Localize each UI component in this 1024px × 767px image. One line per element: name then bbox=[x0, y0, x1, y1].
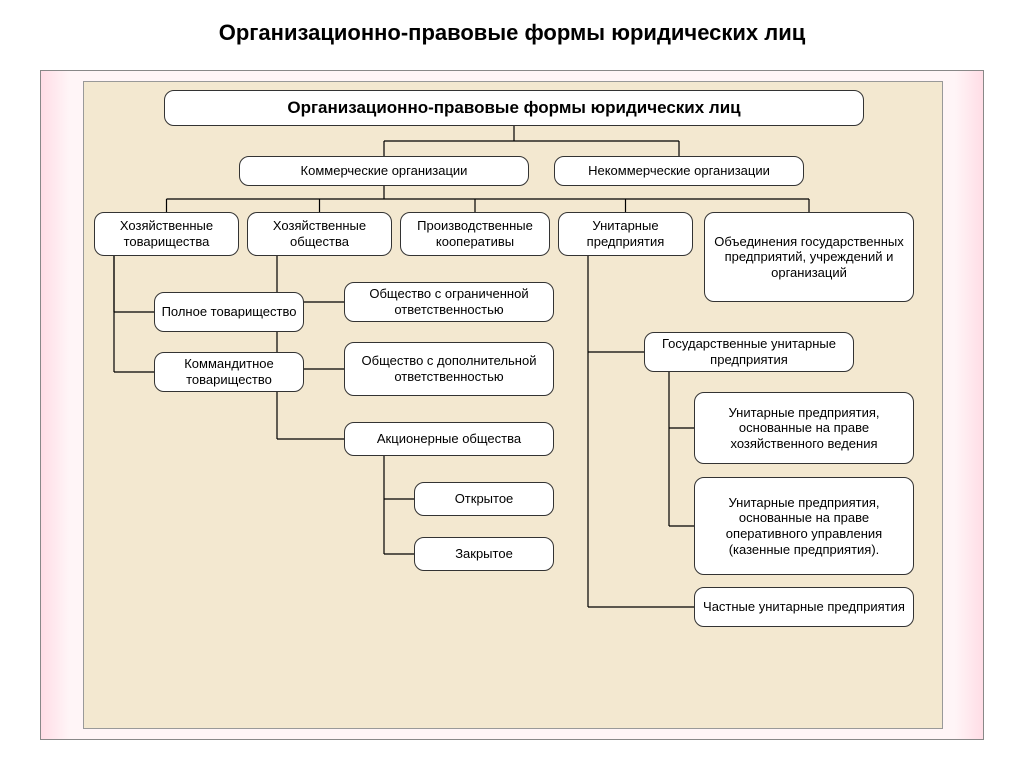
node-c4: Унитарные предприятия bbox=[558, 212, 693, 256]
node-root: Организационно-правовые формы юридически… bbox=[164, 90, 864, 126]
node-c4b: Частные унитарные предприятия bbox=[694, 587, 914, 627]
node-comm: Коммерческие организации bbox=[239, 156, 529, 186]
node-c2b: Общество с дополнительной ответственност… bbox=[344, 342, 554, 396]
node-c4a: Государственные унитарные предприятия bbox=[644, 332, 854, 372]
node-c5: Объединения государственных предприятий,… bbox=[704, 212, 914, 302]
slide-frame: Организационно-правовые формы юридически… bbox=[40, 70, 984, 740]
node-c2c1: Открытое bbox=[414, 482, 554, 516]
node-c1a: Полное товарищество bbox=[154, 292, 304, 332]
node-noncomm: Некоммерческие организации bbox=[554, 156, 804, 186]
node-c2a: Общество с ограниченной ответственностью bbox=[344, 282, 554, 322]
page-title: Организационно-правовые формы юридически… bbox=[0, 0, 1024, 56]
node-c1b: Коммандитное товарищество bbox=[154, 352, 304, 392]
node-c4a2: Унитарные предприятия, основанные на пра… bbox=[694, 477, 914, 575]
node-c3: Производственные кооперативы bbox=[400, 212, 550, 256]
node-c2c2: Закрытое bbox=[414, 537, 554, 571]
node-c4a1: Унитарные предприятия, основанные на пра… bbox=[694, 392, 914, 464]
diagram-canvas: Организационно-правовые формы юридически… bbox=[83, 81, 943, 729]
node-c2: Хозяйственные общества bbox=[247, 212, 392, 256]
node-c2c: Акционерные общества bbox=[344, 422, 554, 456]
node-c1: Хозяйственные товарищества bbox=[94, 212, 239, 256]
